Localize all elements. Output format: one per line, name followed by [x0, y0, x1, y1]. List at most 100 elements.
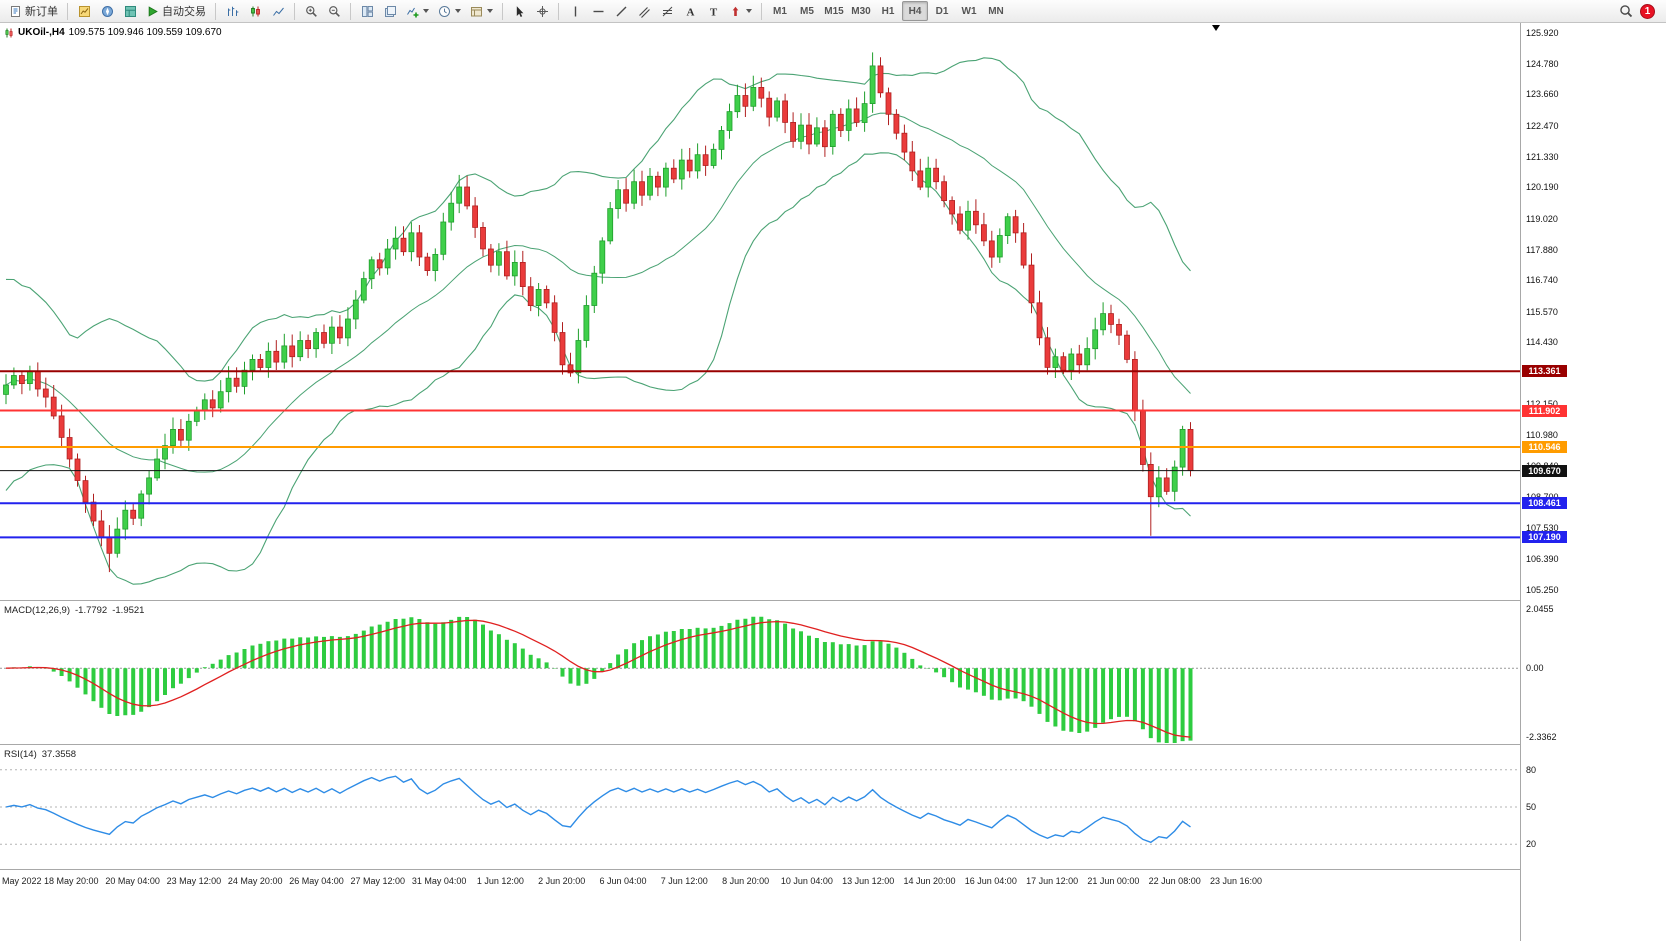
new-order-button[interactable]: 新订单 [5, 1, 62, 21]
new-order-icon [11, 5, 20, 17]
zoom-in-button[interactable] [300, 1, 322, 21]
template-icon [471, 6, 482, 16]
timeframe-mn-button[interactable]: MN [983, 1, 1009, 21]
horizontal-line-button[interactable] [587, 1, 609, 21]
rsi-value: 37.3558 [41, 749, 77, 760]
time-axis-label: 2 Jun 20:00 [538, 876, 586, 886]
main-price-pane[interactable] [0, 23, 1520, 601]
toolbar-separator [558, 2, 559, 20]
timeframe-h4-button[interactable]: H4 [902, 1, 928, 21]
toolbar-separator [350, 2, 351, 20]
time-axis-label: 20 May 04:00 [105, 876, 160, 886]
timeframe-d1-button[interactable]: D1 [929, 1, 955, 21]
rsi-level-label: 80 [1526, 765, 1537, 775]
macd-main-value: -1.7792 [75, 605, 108, 616]
trendline-button[interactable] [610, 1, 632, 21]
price-axis-label: 106.390 [1526, 554, 1559, 564]
timeframe-m5-button[interactable]: M5 [794, 1, 820, 21]
line-chart-button[interactable] [267, 1, 289, 21]
macd-pane[interactable] [0, 601, 1520, 745]
pane-divider[interactable] [0, 600, 1666, 601]
chart-shift-marker[interactable] [1212, 25, 1220, 31]
label-tool-icon: T [709, 6, 717, 18]
vertical-line-button[interactable] [564, 1, 586, 21]
price-axis-label: 123.660 [1526, 89, 1559, 99]
time-axis-label: 16 Jun 04:00 [964, 876, 1017, 886]
price-axis-label: 121.330 [1526, 152, 1559, 162]
time-axis-label: 22 Jun 08:00 [1148, 876, 1201, 886]
symbol-name: UKOil-,H4 [18, 27, 65, 38]
macd-name: MACD(12,26,9) [4, 605, 70, 616]
tile-windows-icon [361, 5, 373, 17]
arrows-button[interactable] [725, 1, 756, 21]
price-axis[interactable]: 2.0455 0.00 -2.3362 80 50 20 125.920 124.… [1520, 23, 1666, 941]
macd-scale-zero: 0.00 [1526, 663, 1544, 673]
timeframe-m30-button[interactable]: M30 [848, 1, 874, 21]
templates-button[interactable] [466, 1, 497, 21]
text-tool-button[interactable]: A [679, 1, 701, 21]
crosshair-button[interactable] [531, 1, 553, 21]
clock-icon [439, 5, 450, 17]
time-axis-label: 17 Jun 12:00 [1026, 876, 1079, 886]
time-axis[interactable]: May 2022 18 May 20:00 20 May 04:00 23 May 1… [0, 870, 1520, 894]
chevron-down-icon [455, 9, 461, 13]
text-tool-icon: A [686, 6, 694, 18]
time-axis-label: 24 May 20:00 [227, 876, 283, 886]
navigator-button[interactable] [96, 1, 118, 21]
macd-scale-max: 2.0455 [1526, 604, 1554, 614]
cascade-windows-button[interactable] [379, 1, 401, 21]
market-watch-icon [78, 5, 90, 17]
macd-signal-line [5, 619, 1191, 738]
fibonacci-button[interactable] [656, 1, 678, 21]
toolbar-separator [215, 2, 216, 20]
ohlc-quote: 109.575 109.946 109.559 109.670 [68, 27, 222, 38]
vertical-line-icon [574, 6, 576, 16]
candlestick-chart-button[interactable] [244, 1, 266, 21]
time-axis-label: 18 May 20:00 [44, 876, 99, 886]
indicators-button[interactable] [402, 1, 433, 21]
support-line-price-tag: 107.190 [1522, 531, 1567, 543]
timeframe-h1-button[interactable]: H1 [875, 1, 901, 21]
zoom-out-icon [328, 5, 340, 17]
pane-divider[interactable] [0, 744, 1666, 745]
search-icon [1620, 5, 1633, 18]
time-axis-label: May 2022 [2, 876, 42, 886]
macd-indicator-label: MACD(12,26,9) -1.7792 -1.9521 [4, 605, 144, 616]
pane-divider[interactable] [0, 869, 1666, 870]
bollinger-upper-band [5, 57, 1191, 382]
chart-symbol-label: UKOil-,H4 109.575 109.946 109.559 109.67… [4, 27, 222, 38]
cursor-button[interactable] [508, 1, 530, 21]
channel-icon [638, 6, 650, 18]
macd-signal-value: -1.9521 [112, 605, 145, 616]
timeframe-m1-button[interactable]: M1 [767, 1, 793, 21]
time-axis-label: 26 May 04:00 [289, 876, 344, 886]
notification-badge[interactable]: 1 [1640, 3, 1655, 19]
rsi-level-label: 20 [1526, 839, 1537, 849]
search-button[interactable] [1615, 1, 1637, 21]
autotrade-button[interactable]: 自动交易 [142, 1, 210, 21]
svg-text:T: T [709, 6, 717, 18]
time-axis-label: 27 May 12:00 [350, 876, 406, 886]
time-axis-label: 23 May 12:00 [166, 876, 222, 886]
autotrade-play-icon [148, 5, 158, 17]
timeframe-m15-button[interactable]: M15 [821, 1, 847, 21]
price-axis-label: 122.470 [1526, 121, 1559, 131]
zoom-out-button[interactable] [323, 1, 345, 21]
terminal-button[interactable] [119, 1, 141, 21]
bar-chart-icon [227, 6, 238, 16]
channel-button[interactable] [633, 1, 655, 21]
timeframe-w1-button[interactable]: W1 [956, 1, 982, 21]
label-tool-button[interactable]: T [702, 1, 724, 21]
time-axis-label: 23 Jun 16:00 [1209, 876, 1263, 886]
chart-window: UKOil-,H4 109.575 109.946 109.559 109.67… [0, 23, 1666, 941]
rsi-pane[interactable] [0, 745, 1520, 869]
tile-windows-button[interactable] [356, 1, 378, 21]
horizontal-line-icon [593, 10, 603, 12]
price-axis-label: 119.020 [1526, 214, 1558, 224]
periods-button[interactable] [434, 1, 465, 21]
arrow-marker-icon [732, 6, 739, 16]
bar-chart-button[interactable] [221, 1, 243, 21]
market-watch-button[interactable] [73, 1, 95, 21]
price-axis-label: 115.570 [1526, 307, 1558, 317]
